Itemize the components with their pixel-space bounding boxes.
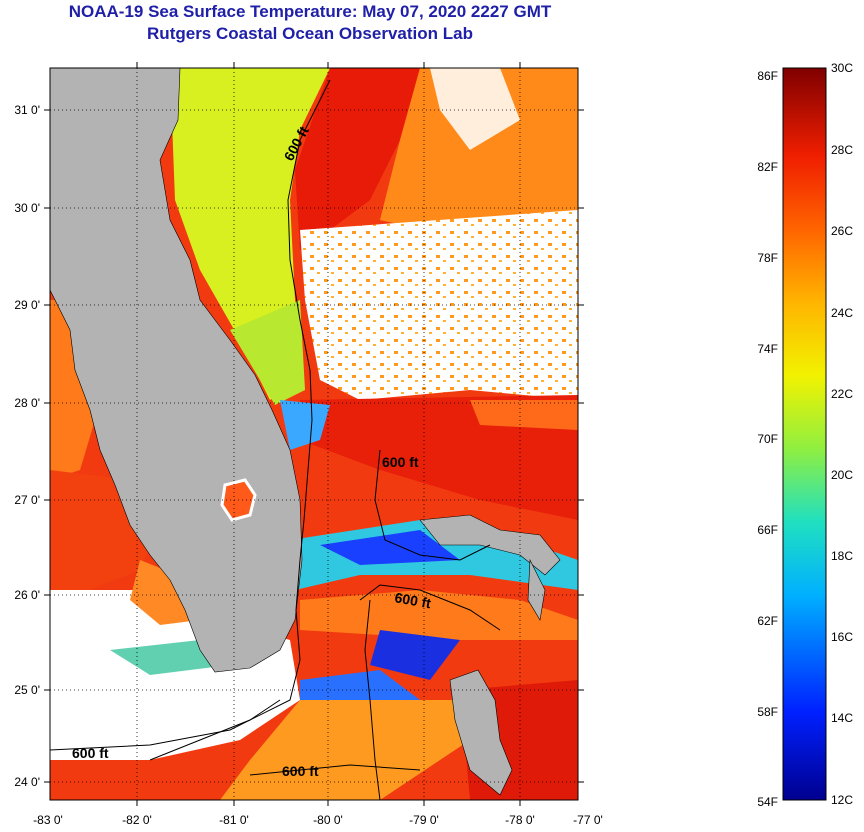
fahrenheit-label: 70F (757, 432, 778, 446)
contour-label: 600 ft (382, 454, 419, 470)
fahrenheit-label: 74F (757, 342, 778, 356)
lat-label: 30 0' (14, 201, 40, 215)
lat-label: 28 0' (14, 396, 40, 410)
fahrenheit-label: 78F (757, 251, 778, 265)
lon-label: -77 0' (573, 813, 603, 827)
map-ticks (44, 62, 584, 806)
lat-lon-grid (50, 68, 578, 800)
lat-label: 31 0' (14, 103, 40, 117)
lon-label: -82 0' (122, 813, 152, 827)
celsius-label: 24C (831, 306, 853, 320)
celsius-label: 14C (831, 711, 853, 725)
latitude-labels: 31 0' 30 0' 29 0' 28 0' 27 0' 26 0' 25 0… (14, 103, 40, 789)
fahrenheit-label: 82F (757, 160, 778, 174)
contour-label: 600 ft (282, 763, 319, 779)
celsius-label: 30C (831, 61, 853, 75)
fahrenheit-label: 58F (757, 705, 778, 719)
fahrenheit-label: 86F (757, 69, 778, 83)
color-bar: 86F 82F 78F 74F 70F 66F 62F 58F 54F 30C … (757, 61, 853, 809)
celsius-label: 12C (831, 793, 853, 807)
contour-label: 600 ft (393, 589, 432, 611)
lon-label: -78 0' (505, 813, 535, 827)
lat-label: 27 0' (14, 493, 40, 507)
celsius-label: 28C (831, 143, 853, 157)
contour-label: 600 ft (72, 745, 109, 761)
sst-imagery (50, 68, 578, 800)
celsius-scale: 30C 28C 26C 24C 22C 20C 18C 16C 14C 12C (831, 61, 853, 807)
lon-label: -80 0' (313, 813, 343, 827)
fahrenheit-label: 66F (757, 523, 778, 537)
fahrenheit-scale: 86F 82F 78F 74F 70F 66F 62F 58F 54F (757, 69, 778, 809)
lon-label: -81 0' (219, 813, 249, 827)
celsius-label: 22C (831, 387, 853, 401)
longitude-labels: -83 0' -82 0' -81 0' -80 0' -79 0' -78 0… (33, 813, 603, 827)
celsius-label: 18C (831, 549, 853, 563)
celsius-label: 20C (831, 468, 853, 482)
celsius-label: 26C (831, 224, 853, 238)
map-subtitle: Rutgers Coastal Ocean Observation Lab (147, 24, 473, 43)
map-frame (49, 67, 579, 801)
celsius-label: 16C (831, 630, 853, 644)
lon-label: -83 0' (33, 813, 63, 827)
lat-label: 29 0' (14, 298, 40, 312)
lat-label: 25 0' (14, 683, 40, 697)
lon-label: -79 0' (409, 813, 439, 827)
fahrenheit-label: 54F (757, 795, 778, 809)
lat-label: 24 0' (14, 775, 40, 789)
lat-label: 26 0' (14, 588, 40, 602)
map-title: NOAA-19 Sea Surface Temperature: May 07,… (68, 2, 552, 21)
fahrenheit-label: 62F (757, 614, 778, 628)
